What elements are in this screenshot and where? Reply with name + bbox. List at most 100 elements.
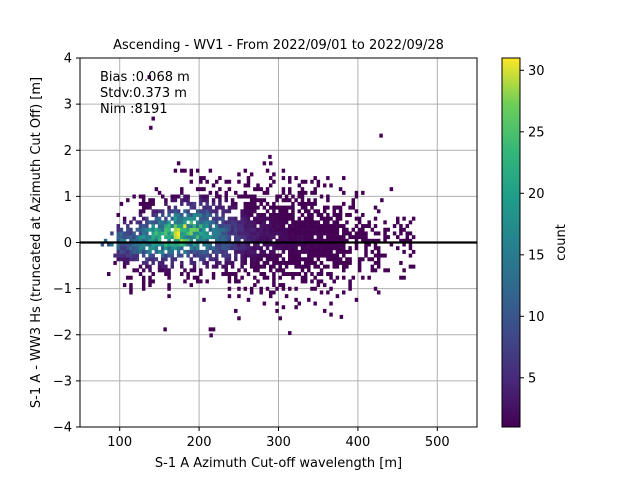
heatmap-cell xyxy=(275,227,279,232)
heatmap-cell xyxy=(167,220,171,225)
heatmap-cell xyxy=(246,209,251,214)
heatmap-cell xyxy=(138,246,143,251)
heatmap-cell xyxy=(221,212,225,217)
heatmap-cell xyxy=(205,224,209,229)
heatmap-cell xyxy=(189,268,194,273)
heatmap-cell xyxy=(281,268,286,273)
heatmap-cell xyxy=(319,242,324,247)
heatmap-cell xyxy=(116,235,120,240)
heatmap-cell xyxy=(135,220,140,225)
heatmap-cell xyxy=(192,224,197,229)
heatmap-cell xyxy=(313,187,317,192)
heatmap-cell xyxy=(313,224,317,229)
heatmap-cell xyxy=(259,272,263,277)
heatmap-cell xyxy=(297,257,302,262)
heatmap-cell xyxy=(307,264,311,269)
heatmap-cell xyxy=(234,272,238,277)
heatmap-cell xyxy=(316,235,321,240)
heatmap-cell xyxy=(202,224,206,229)
heatmap-cell xyxy=(221,253,225,258)
heatmap-cell xyxy=(148,220,152,225)
heatmap-cell xyxy=(319,268,324,273)
heatmap-cell xyxy=(376,264,381,269)
heatmap-cell xyxy=(265,238,270,243)
heatmap-cell xyxy=(278,220,282,225)
heatmap-cell xyxy=(253,283,257,288)
heatmap-cell xyxy=(141,249,146,254)
heatmap-cell xyxy=(262,272,267,277)
heatmap-cell xyxy=(129,242,133,247)
heatmap-cell xyxy=(186,235,190,240)
heatmap-cell xyxy=(294,176,298,181)
heatmap-cell xyxy=(272,235,276,240)
heatmap-cell xyxy=(373,286,378,291)
heatmap-cell xyxy=(310,220,314,225)
heatmap-cell xyxy=(211,183,216,188)
heatmap-cell xyxy=(408,220,413,225)
heatmap-cell xyxy=(218,235,222,240)
heatmap-cell xyxy=(262,235,267,240)
heatmap-cell xyxy=(218,176,222,181)
heatmap-cell xyxy=(408,253,413,258)
heatmap-cell xyxy=(214,249,219,254)
heatmap-cell xyxy=(291,231,295,236)
heatmap-cell xyxy=(246,220,251,225)
heatmap-cell xyxy=(284,235,289,240)
heatmap-cell xyxy=(214,194,219,199)
heatmap-cell xyxy=(300,235,305,240)
heatmap-cell xyxy=(288,227,292,232)
heatmap-cell xyxy=(183,216,187,221)
heatmap-cell xyxy=(237,224,241,229)
heatmap-cell xyxy=(322,227,327,232)
heatmap-cell xyxy=(249,290,254,295)
heatmap-cell xyxy=(253,253,257,258)
heatmap-cell xyxy=(240,224,244,229)
heatmap-cell xyxy=(202,242,206,247)
heatmap-cell xyxy=(129,253,133,258)
heatmap-cell xyxy=(373,242,378,247)
heatmap-cell xyxy=(361,238,365,243)
heatmap-cell xyxy=(141,275,146,280)
heatmap-cell xyxy=(132,246,136,251)
heatmap-cell xyxy=(164,227,168,232)
heatmap-cell xyxy=(218,194,222,199)
heatmap-cell xyxy=(167,272,171,277)
heatmap-cell xyxy=(335,253,340,258)
heatmap-cell xyxy=(234,216,238,221)
heatmap-cell xyxy=(294,198,298,203)
colorbar-tick-label: 10 xyxy=(528,310,545,325)
heatmap-cell xyxy=(243,201,248,206)
heatmap-cell xyxy=(211,227,216,232)
heatmap-cell xyxy=(256,198,260,203)
heatmap-cell xyxy=(332,238,336,243)
heatmap-cell xyxy=(218,242,222,247)
heatmap-cell xyxy=(129,246,133,251)
heatmap-cell xyxy=(259,286,263,291)
heatmap-cell xyxy=(345,227,349,232)
heatmap-cell xyxy=(173,198,178,203)
heatmap-cell xyxy=(186,227,190,232)
heatmap-cell xyxy=(319,249,324,254)
heatmap-cell xyxy=(253,238,257,243)
heatmap-cell xyxy=(338,212,343,217)
heatmap-cell xyxy=(246,238,251,243)
heatmap-cell xyxy=(129,275,133,280)
heatmap-cell xyxy=(141,194,146,199)
heatmap-cell xyxy=(307,257,311,262)
heatmap-cell xyxy=(116,242,120,247)
heatmap-cell xyxy=(326,216,330,221)
heatmap-cell xyxy=(262,249,267,254)
heatmap-cell xyxy=(180,260,184,265)
heatmap-cell xyxy=(237,231,241,236)
heatmap-cell xyxy=(227,209,232,214)
heatmap-cell xyxy=(205,231,209,236)
heatmap-cell xyxy=(288,260,292,265)
heatmap-cell xyxy=(357,257,362,262)
heatmap-cell xyxy=(205,198,209,203)
heatmap-cell xyxy=(275,308,279,313)
heatmap-cell xyxy=(272,172,276,177)
heatmap-cell xyxy=(234,246,238,251)
heatmap-cell xyxy=(310,179,314,184)
heatmap-cell xyxy=(192,227,197,232)
heatmap-cell xyxy=(243,246,248,251)
